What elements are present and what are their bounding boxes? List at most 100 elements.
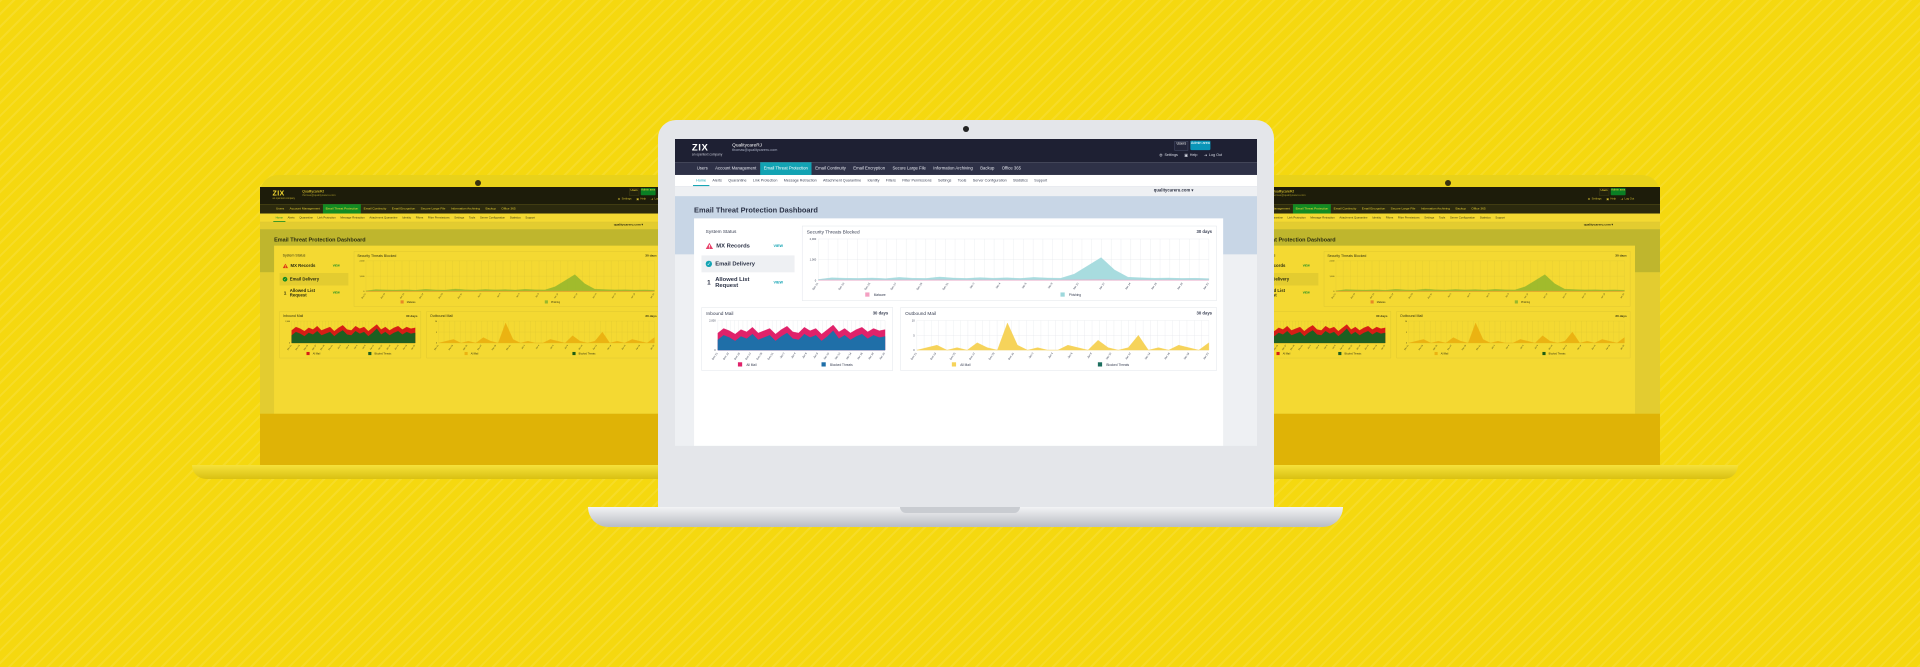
- main-nav-item[interactable]: Backup: [1455, 206, 1466, 211]
- main-nav-item[interactable]: Email Threat Protection: [1292, 204, 1331, 214]
- sub-nav-item[interactable]: Quarantine: [728, 178, 747, 183]
- zix-logo[interactable]: ZIX: [272, 189, 285, 198]
- sub-nav-item[interactable]: Support: [1495, 216, 1505, 220]
- sub-nav-item[interactable]: Settings: [1424, 216, 1435, 220]
- main-nav-item[interactable]: Email Continuity: [1333, 206, 1357, 211]
- sub-nav-item[interactable]: Support: [1034, 178, 1048, 183]
- status-allowed-list[interactable]: 1 Allowed List Request VIEW: [701, 273, 794, 291]
- help-link[interactable]: ▣ Help: [1606, 197, 1616, 201]
- logout-link[interactable]: ⇥Log Out: [1621, 197, 1635, 201]
- main-nav-item[interactable]: Secure Large File: [420, 206, 446, 211]
- zix-logo[interactable]: ZIX: [691, 142, 709, 153]
- main-nav-item[interactable]: Email Continuity: [815, 165, 846, 171]
- main-nav-item[interactable]: Users: [276, 206, 285, 211]
- status-mx-records[interactable]: MX Records VIEW: [280, 260, 349, 273]
- sub-nav-item[interactable]: Server Configuration: [972, 178, 1007, 183]
- sub-nav-item[interactable]: Link Protection: [1287, 216, 1306, 220]
- admin-area-button[interactable]: Admin area: [640, 188, 656, 196]
- main-nav-item[interactable]: Email Encryption: [853, 165, 886, 171]
- allowed-view-link[interactable]: VIEW: [332, 291, 340, 295]
- sub-nav-item[interactable]: Message Retraction: [340, 216, 365, 220]
- sub-nav-item[interactable]: Support: [525, 216, 535, 220]
- users-button[interactable]: Users: [629, 188, 640, 196]
- main-nav-item[interactable]: Secure Large File: [1390, 206, 1416, 211]
- sub-nav-item[interactable]: Filters: [1385, 216, 1394, 220]
- main-nav-item[interactable]: Email Encryption: [1361, 206, 1386, 211]
- main-nav-item[interactable]: Secure Large File: [892, 165, 926, 171]
- sub-nav-item[interactable]: Statistics: [1013, 178, 1028, 183]
- sub-nav-item[interactable]: Message Retraction: [1310, 216, 1335, 220]
- users-button[interactable]: Users: [1174, 141, 1189, 151]
- status-allowed-list[interactable]: 1 Allowed List Request VIEW: [280, 286, 349, 299]
- sub-nav-item[interactable]: Alerts: [712, 178, 722, 183]
- main-nav-item[interactable]: Users: [696, 165, 708, 171]
- main-nav-item[interactable]: Information Archiving: [1420, 206, 1451, 211]
- sub-nav-item[interactable]: Settings: [454, 216, 465, 220]
- main-nav-item[interactable]: Backup: [485, 206, 496, 211]
- dashboard-screen: ZIX an opentext company QualitycareRJ th…: [675, 139, 1257, 446]
- sub-nav-item[interactable]: Attachment Quarantine: [369, 216, 398, 220]
- sub-nav-item[interactable]: Home: [692, 175, 710, 187]
- mx-view-link[interactable]: VIEW: [773, 244, 783, 248]
- sub-nav-item[interactable]: Identity: [402, 216, 412, 220]
- settings-link[interactable]: ⚙ Settings: [618, 197, 632, 201]
- allowed-view-link[interactable]: VIEW: [773, 280, 783, 285]
- sub-nav-item[interactable]: Identity: [867, 178, 880, 183]
- main-nav-item[interactable]: Email Threat Protection: [760, 162, 812, 175]
- main-nav-item[interactable]: Office 365: [1471, 206, 1486, 211]
- sub-nav-item[interactable]: Message Retraction: [783, 178, 817, 183]
- main-nav-item[interactable]: Information Archiving: [450, 206, 481, 211]
- status-email-delivery[interactable]: ✓ Email Delivery: [279, 273, 349, 286]
- sub-nav-item[interactable]: Filter Permissions: [902, 178, 932, 183]
- sub-nav-item[interactable]: Link Protection: [752, 178, 778, 183]
- main-nav-item[interactable]: Backup: [980, 165, 995, 171]
- main-nav-item[interactable]: Email Encryption: [391, 206, 416, 211]
- sub-nav-item[interactable]: Tools: [1438, 216, 1446, 220]
- sub-nav-item[interactable]: Statistics: [509, 216, 521, 220]
- main-nav-item[interactable]: Office 365: [501, 206, 516, 211]
- sub-nav-item[interactable]: Link Protection: [317, 216, 336, 220]
- sub-nav-item[interactable]: Statistics: [1479, 216, 1491, 220]
- sub-nav-item[interactable]: Filter Permissions: [427, 216, 450, 220]
- main-nav-item[interactable]: Information Archiving: [933, 165, 973, 171]
- sub-nav-item[interactable]: Attachment Quarantine: [1339, 216, 1368, 220]
- domain-selector[interactable]: qualitycareru.com ▾: [1583, 222, 1614, 227]
- sub-nav-item[interactable]: Server Configuration: [1449, 216, 1476, 220]
- x-tick-label: Jan 14: [1577, 344, 1583, 351]
- sub-nav-item[interactable]: Alerts: [287, 216, 295, 220]
- sub-nav-item[interactable]: Tools: [957, 178, 967, 183]
- main-nav-item[interactable]: Email Threat Protection: [322, 204, 361, 214]
- sub-nav-item[interactable]: Quarantine: [299, 216, 313, 220]
- settings-link[interactable]: ⚙ Settings: [1588, 197, 1602, 201]
- sub-nav-item[interactable]: Settings: [937, 178, 952, 183]
- domain-selector[interactable]: qualitycareru.com ▾: [1153, 187, 1194, 193]
- sub-nav-item[interactable]: Attachment Quarantine: [823, 178, 862, 183]
- admin-area-button[interactable]: Admin area: [1190, 140, 1211, 151]
- main-nav-item[interactable]: Account Management: [715, 165, 757, 171]
- users-button[interactable]: Users: [1599, 188, 1610, 196]
- allowed-view-link[interactable]: VIEW: [1302, 291, 1310, 295]
- sub-nav-item[interactable]: Filters: [415, 216, 424, 220]
- main-nav-item[interactable]: Email Continuity: [363, 206, 387, 211]
- main-nav-item[interactable]: Account Management: [289, 206, 321, 211]
- logout-link[interactable]: ⇥Log Out: [1204, 153, 1222, 158]
- legend-label: Blocked Threats: [1106, 363, 1129, 367]
- status-mx-records[interactable]: MX Records VIEW: [701, 237, 794, 254]
- sub-nav-item[interactable]: Identity: [1372, 216, 1382, 220]
- legend-swatch: [1338, 351, 1342, 356]
- admin-area-button[interactable]: Admin area: [1610, 188, 1626, 196]
- sub-nav-item[interactable]: Home: [273, 214, 286, 222]
- settings-link[interactable]: ⚙ Settings: [1159, 153, 1178, 158]
- sub-nav-item[interactable]: Filters: [885, 178, 896, 183]
- sub-nav-item[interactable]: Filter Permissions: [1397, 216, 1420, 220]
- mx-view-link[interactable]: VIEW: [1302, 264, 1310, 268]
- sub-nav-item[interactable]: Server Configuration: [479, 216, 506, 220]
- mx-view-link[interactable]: VIEW: [332, 264, 340, 268]
- help-link[interactable]: ▣ Help: [636, 197, 646, 201]
- domain-selector[interactable]: qualitycareru.com ▾: [613, 222, 644, 227]
- status-email-delivery[interactable]: ✓ Email Delivery: [701, 255, 795, 273]
- y-tick-label: 5: [1406, 332, 1407, 334]
- main-nav-item[interactable]: Office 365: [1001, 165, 1021, 171]
- help-link[interactable]: ▣ Help: [1184, 153, 1197, 158]
- sub-nav-item[interactable]: Tools: [468, 216, 476, 220]
